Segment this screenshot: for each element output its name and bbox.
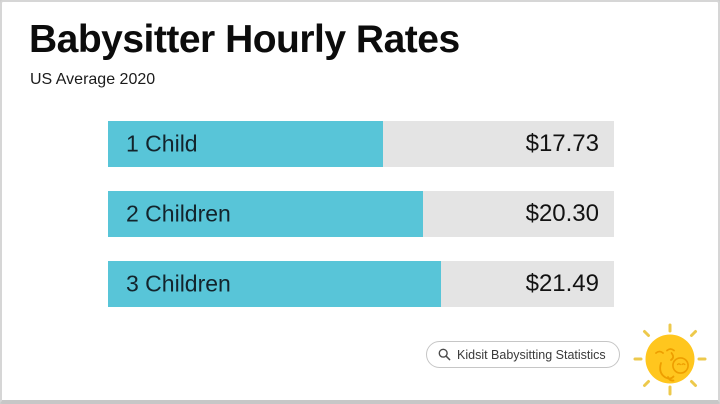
bar-category-label: 2 Children <box>126 200 231 227</box>
bar-category-label: 3 Children <box>126 270 231 297</box>
bar-row: 2 Children $20.30 <box>108 191 614 237</box>
kidsit-sun-logo <box>628 319 712 400</box>
search-icon <box>438 348 451 361</box>
bar-fill <box>108 121 384 167</box>
bar-category-label: 1 Child <box>126 130 198 157</box>
chart-header: Babysitter Hourly Rates US Average 2020 <box>29 18 460 89</box>
bar-chart: 1 Child $17.73 2 Children $20.30 3 Child… <box>108 121 614 331</box>
bar-row: 3 Children $21.49 <box>108 261 614 307</box>
source-badge[interactable]: Kidsit Babysitting Statistics <box>426 341 620 368</box>
bar-value-label: $20.30 <box>525 200 599 227</box>
bar-value-label: $17.73 <box>525 130 599 157</box>
bar-fill <box>108 261 442 307</box>
bar-row: 1 Child $17.73 <box>108 121 614 167</box>
page-subtitle: US Average 2020 <box>30 70 156 88</box>
source-badge-label: Kidsit Babysitting Statistics <box>457 347 606 362</box>
bar-value-label: $21.49 <box>525 270 599 297</box>
page-title: Babysitter Hourly Rates <box>29 18 460 61</box>
bar-fill <box>108 191 424 237</box>
